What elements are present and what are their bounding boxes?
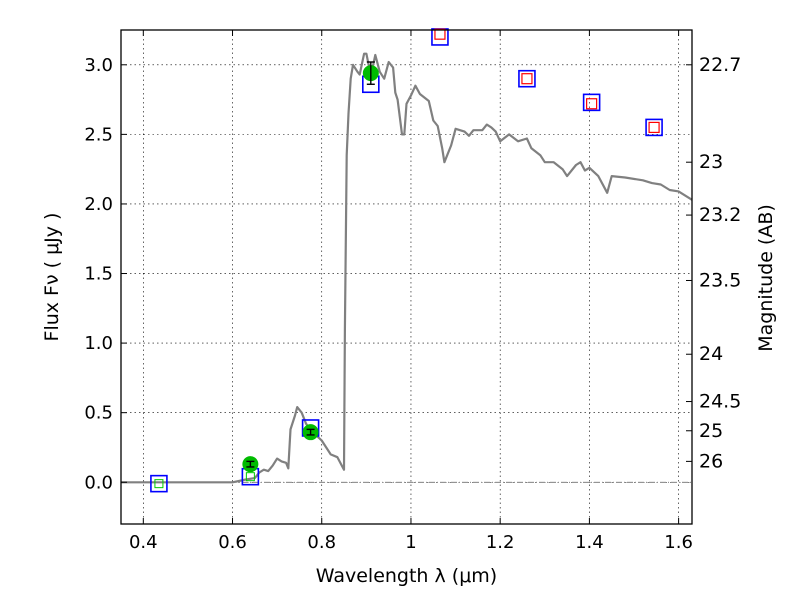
x-tick-label: 1.4 [575,532,604,553]
y-tick-label: 3.0 [84,55,113,76]
right-axis-label: Magnitude (AB) [755,204,777,352]
magnitude-tick-label: 23 [699,151,723,173]
upper-limit-square [434,28,446,40]
y-tick-label: 1.5 [84,264,113,285]
y-tick-label: 2.5 [84,124,113,145]
magnitude-tick-label: 22.7 [699,54,741,76]
y-tick-label: 1.0 [84,333,113,354]
x-tick-label: 0.6 [218,532,247,553]
model-flux-square [645,118,663,137]
magnitude-tick-label: 26 [699,450,723,472]
x-tick-label: 0.4 [129,532,158,553]
magnitude-tick-label: 23.2 [699,204,741,226]
magnitude-tick-label: 25 [699,420,723,442]
upper-limit-square [521,73,533,85]
x-tick-label: 1.6 [664,532,693,553]
x-axis-label: Wavelength λ (μm) [316,565,497,587]
magnitude-tick-label: 24 [699,343,723,365]
upper-limit-square [586,98,598,110]
axis-ticks: 0.4 0.6 0.8 1 1.2 1.4 1.6 0.0 0.5 1.0 1.5 2.0 2.5 3.0… [84,30,741,553]
magnitude-tick-label: 23.5 [699,269,741,291]
x-tick-label: 1.2 [486,532,515,553]
photometry-markers [150,28,663,493]
spectrum-line [121,52,693,484]
model-flux-square [150,474,168,493]
faint-detection-marker [245,472,255,482]
y-tick-label: 0.0 [84,472,113,493]
y-tick-label: 2.0 [84,194,113,215]
model-flux-square [582,93,601,112]
upper-limit-square [648,121,660,134]
faint-detection-marker [154,479,164,489]
model-spectrum [121,52,693,484]
plot-frame [120,29,693,525]
x-tick-label: 0.8 [307,532,336,553]
y-axis-label: Flux Fν ( μJy ) [41,213,63,342]
model-flux-square [518,69,536,88]
x-tick-label: 1 [405,532,416,553]
magnitude-tick-label: 24.5 [699,391,741,413]
y-tick-label: 0.5 [84,403,113,424]
